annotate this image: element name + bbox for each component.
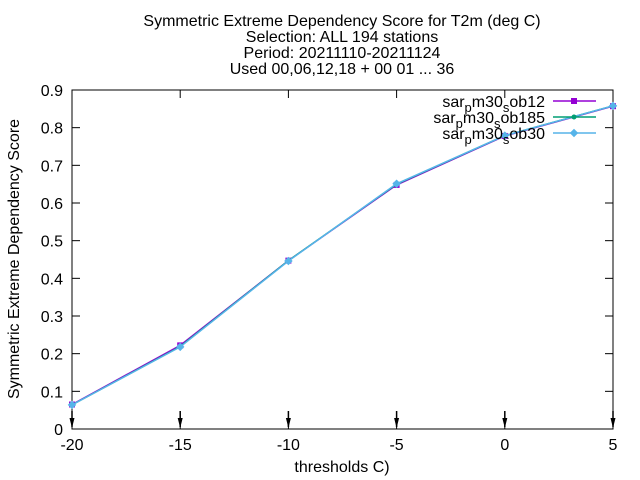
threshold-marker-head bbox=[69, 418, 75, 428]
x-tick-label: -10 bbox=[277, 437, 300, 454]
y-tick-label: 0.8 bbox=[41, 121, 63, 138]
threshold-marker-head bbox=[610, 418, 616, 428]
data-point bbox=[67, 400, 77, 410]
threshold-marker bbox=[394, 411, 400, 428]
x-tick-label: 5 bbox=[609, 437, 618, 454]
title-line: Symmetric Extreme Dependency Score for T… bbox=[143, 13, 540, 30]
series-line bbox=[71, 105, 614, 406]
y-tick-label: 0.6 bbox=[41, 196, 63, 213]
x-tick-label: -20 bbox=[60, 437, 83, 454]
threshold-marker bbox=[610, 411, 616, 428]
legend-marker bbox=[571, 98, 577, 104]
data-point bbox=[392, 179, 401, 189]
y-tick-label: 0.3 bbox=[41, 309, 63, 326]
y-tick-label: 0.7 bbox=[41, 158, 63, 175]
threshold-marker-head bbox=[502, 418, 508, 428]
legend-label: sarpm30sob185 bbox=[433, 110, 545, 131]
title-line: Used 00,06,12,18 + 00 01 ... 36 bbox=[230, 61, 455, 78]
x-tick-label: 0 bbox=[500, 437, 509, 454]
y-tick-label: 0.4 bbox=[41, 271, 63, 288]
series-sar_pm30_sob30 bbox=[67, 101, 618, 410]
x-axis: -20 -15 -10 -5 0 5 bbox=[60, 90, 618, 454]
threshold-marker-head bbox=[285, 418, 291, 428]
data-series bbox=[67, 101, 618, 410]
threshold-marker-head bbox=[177, 418, 183, 428]
threshold-marker bbox=[177, 411, 183, 428]
legend-label: sarpm30sob12 bbox=[442, 94, 545, 115]
data-point bbox=[284, 256, 293, 266]
series-line bbox=[71, 105, 614, 406]
threshold-marker bbox=[502, 411, 508, 428]
legend-label: sarpm30sob30 bbox=[442, 126, 545, 147]
data-point bbox=[500, 131, 510, 140]
x-tick-label: -15 bbox=[169, 437, 192, 454]
y-tick-label: 0.9 bbox=[41, 83, 63, 100]
data-point bbox=[175, 342, 185, 352]
threshold-markers bbox=[69, 411, 616, 428]
y-axis-label: Symmetric Extreme Dependency Score bbox=[6, 119, 23, 399]
plot-frame bbox=[71, 89, 614, 430]
title-line: Selection: ALL 194 stations bbox=[246, 29, 438, 46]
x-tick-label: -5 bbox=[389, 437, 403, 454]
legend-marker bbox=[571, 114, 577, 120]
legend-marker bbox=[569, 128, 579, 138]
title-line: Period: 20211110-20211124 bbox=[244, 45, 441, 62]
x-axis-label: thresholds C) bbox=[294, 459, 389, 476]
threshold-marker-head bbox=[394, 418, 400, 428]
chart-title: Symmetric Extreme Dependency Score for T… bbox=[143, 13, 540, 78]
y-tick-label: 0.5 bbox=[41, 234, 63, 251]
threshold-marker bbox=[285, 411, 291, 428]
y-tick-label: 0 bbox=[54, 422, 63, 439]
threshold-marker bbox=[69, 411, 75, 428]
y-tick-label: 0.1 bbox=[41, 384, 63, 401]
y-axis: 0 0.1 0.2 0.3 0.4 0.5 0.6 0.7 0.8 0.9 bbox=[41, 83, 613, 439]
y-tick-label: 0.2 bbox=[41, 347, 63, 364]
